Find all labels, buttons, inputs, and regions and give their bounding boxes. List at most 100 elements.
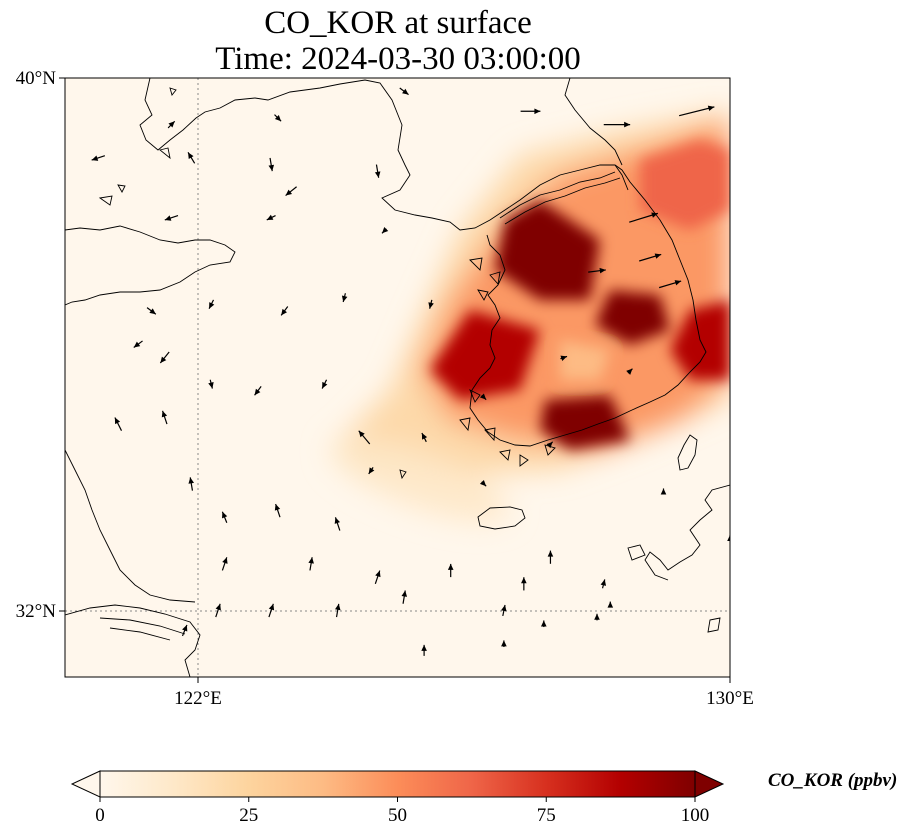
wind-vector bbox=[221, 511, 228, 523]
wind-vector bbox=[607, 601, 614, 608]
wind-vector bbox=[221, 557, 228, 571]
wind-vector bbox=[280, 306, 289, 316]
lon-label-122: 122°E bbox=[174, 688, 222, 709]
colorbar: 0 25 50 75 100 bbox=[70, 770, 725, 826]
colorbar-extend-min bbox=[70, 770, 101, 798]
wind-vector bbox=[374, 570, 381, 584]
coastline-yangtze-estuary bbox=[99, 617, 186, 641]
coastline-yangtze bbox=[65, 604, 201, 677]
wind-vector bbox=[658, 280, 682, 289]
wind-vector bbox=[188, 477, 194, 491]
islands-dalian bbox=[98, 87, 177, 206]
coastline-north-china-plain bbox=[65, 225, 236, 306]
island-jeju bbox=[477, 506, 526, 530]
colorbar-tick-label: 75 bbox=[537, 805, 556, 826]
wind-vector bbox=[421, 644, 427, 656]
wind-vector bbox=[164, 214, 179, 221]
colorbar-body bbox=[100, 771, 695, 797]
wind-vector bbox=[520, 108, 541, 115]
wind-vector bbox=[285, 186, 297, 197]
wind-vector bbox=[428, 299, 434, 309]
map-frame bbox=[64, 77, 731, 678]
wind-vector bbox=[501, 640, 507, 648]
lat-label-32: 32°N bbox=[16, 601, 57, 622]
wind-vector bbox=[308, 557, 314, 571]
wind-vector bbox=[600, 579, 607, 589]
coastline-jiangsu bbox=[65, 449, 196, 603]
wind-vector bbox=[401, 590, 408, 604]
colorbar-label: CO_KOR (ppbv) bbox=[768, 770, 898, 791]
coastlines bbox=[65, 78, 730, 677]
lon-label-130: 130°E bbox=[706, 688, 754, 709]
wind-vector bbox=[603, 121, 631, 128]
colorbar-tick-label: 50 bbox=[388, 805, 407, 826]
wind-vector bbox=[187, 152, 196, 164]
wind-vector bbox=[374, 164, 381, 178]
wind-vector bbox=[447, 563, 454, 578]
coastline-kyushu bbox=[644, 484, 730, 581]
wind-vector bbox=[594, 613, 600, 621]
island-goto bbox=[627, 544, 721, 633]
wind-vector bbox=[479, 393, 487, 401]
wind-vector bbox=[546, 441, 554, 449]
island-tsushima bbox=[677, 434, 698, 471]
wind-vector bbox=[274, 114, 282, 122]
axis-layer: 40°N 32°N 122°E 130°E bbox=[16, 68, 754, 709]
colorbar-extend-max bbox=[694, 770, 725, 798]
dmz-border bbox=[499, 171, 616, 219]
wind-vector bbox=[268, 603, 275, 618]
wind-vector bbox=[421, 432, 428, 443]
wind-vector bbox=[133, 340, 143, 349]
colorbar-ticks: 0 25 50 75 100 bbox=[95, 797, 709, 826]
wind-vector bbox=[341, 293, 348, 303]
dmz-border-2 bbox=[504, 177, 621, 225]
colorbar-tick-label: 100 bbox=[681, 805, 710, 826]
wind-vector bbox=[208, 299, 215, 309]
concentration-field bbox=[65, 78, 730, 677]
wind-vector bbox=[215, 603, 221, 618]
wind-vector bbox=[679, 105, 715, 117]
wind-vector-layer bbox=[91, 87, 730, 656]
colorbar-tick-label: 25 bbox=[239, 805, 258, 826]
wind-vector bbox=[159, 351, 170, 364]
wind-vector bbox=[254, 386, 262, 396]
wind-vector bbox=[501, 604, 507, 617]
colorbar-tick-label: 0 bbox=[95, 805, 105, 826]
wind-vector bbox=[266, 214, 276, 221]
wind-vector bbox=[368, 467, 375, 475]
chart-title-line-2: Time: 2024-03-30 03:00:00 bbox=[215, 41, 581, 77]
wind-vector bbox=[274, 503, 281, 518]
wind-vector bbox=[541, 620, 547, 628]
wind-vector bbox=[588, 267, 606, 274]
wind-vector bbox=[660, 488, 667, 495]
co-hotspots bbox=[430, 140, 730, 450]
wind-vector bbox=[521, 577, 527, 591]
coastline-korea-east-2 bbox=[614, 164, 629, 191]
wind-vector bbox=[335, 603, 341, 618]
wind-vector bbox=[181, 624, 188, 637]
wind-vector bbox=[91, 155, 106, 161]
wind-vector bbox=[358, 430, 371, 445]
wind-vector bbox=[639, 253, 662, 262]
wind-vector bbox=[114, 417, 123, 431]
wind-vector bbox=[268, 157, 275, 172]
wind-vector bbox=[629, 212, 659, 223]
wind-vector bbox=[167, 120, 176, 129]
wind-vector bbox=[321, 379, 328, 389]
wind-vector bbox=[479, 479, 487, 487]
lat-label-40: 40°N bbox=[16, 68, 57, 89]
wind-vector bbox=[399, 87, 409, 96]
wind-vector bbox=[727, 535, 730, 542]
wind-vector bbox=[208, 379, 214, 389]
wind-vector bbox=[626, 368, 633, 375]
islands-gyeonggi bbox=[469, 257, 501, 301]
coastline-liaodong-korea bbox=[139, 78, 707, 447]
wind-vector bbox=[381, 227, 389, 234]
wind-vector bbox=[146, 307, 157, 315]
wind-vector bbox=[547, 550, 554, 564]
wind-vector bbox=[161, 410, 168, 425]
wind-vector bbox=[560, 355, 568, 361]
islands-southwest-korea bbox=[399, 389, 556, 480]
coastline-korea-east bbox=[564, 78, 623, 166]
